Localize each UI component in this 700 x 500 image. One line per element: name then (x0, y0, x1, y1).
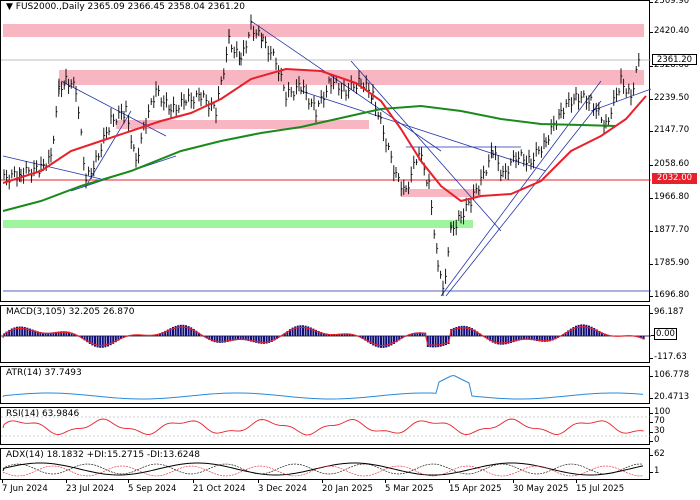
macd-zero-tick: 0.00 (651, 328, 677, 340)
price-tick: 2420.40 (649, 26, 690, 36)
price-tick: 1877.70 (649, 225, 690, 235)
minus-di-line (2, 465, 644, 477)
time-axis-label: 15 Jul 2025 (576, 480, 625, 494)
rsi-tick: 30 (650, 426, 665, 436)
rsi-line (2, 418, 644, 436)
level-price-tag: 2032.00 (652, 173, 697, 184)
adx-tick: 1 (649, 466, 660, 476)
plus-di-line (2, 463, 644, 475)
atr-panel[interactable]: ATR(14) 37.7493 (0, 366, 650, 404)
time-axis-label: 20 Jan 2025 (322, 480, 373, 494)
atr-scale: 106.778 20.4713 (649, 366, 700, 404)
chart-title-text: FUS2000.,Daily 2365.09 2366.45 2358.04 2… (15, 2, 245, 12)
macd-panel[interactable]: MACD(3,105) 32.205 26.870 (0, 305, 651, 363)
rsi-tick: 100 (649, 407, 671, 417)
time-axis-label: 5 Sep 2024 (128, 480, 177, 494)
macd-tick: 96.187 (650, 307, 684, 317)
price-tick: 2328.60 (649, 60, 689, 70)
price-tick: 1696.80 (649, 290, 690, 300)
adx-scale: 62 1 (649, 448, 700, 480)
price-chart-canvas (1, 14, 651, 297)
trend-line (300, 90, 547, 172)
collapse-arrow-icon[interactable]: ▼ (6, 2, 13, 12)
time-axis-label: 7 Jun 2024 (2, 480, 48, 494)
time-axis-label: 30 May 2025 (513, 480, 569, 494)
trend-line (2, 155, 102, 180)
chart-title: ▼ FUS2000.,Daily 2365.09 2366.45 2358.04… (6, 2, 245, 12)
price-tick: 2509.90 (649, 0, 689, 6)
macd-scale: 96.187 0.00 -117.63 (650, 305, 700, 363)
trend-line (350, 60, 502, 232)
macd-label: MACD(3,105) 32.205 26.870 (6, 307, 135, 317)
price-tick: 1785.90 (649, 258, 690, 268)
trend-line (60, 80, 167, 137)
price-tick: 1966.80 (649, 192, 690, 202)
macd-tick: -117.63 (650, 352, 687, 362)
atr-tick: 106.778 (649, 370, 690, 380)
trend-line (440, 80, 602, 297)
trend-line (445, 100, 602, 297)
price-tick: 2058.60 (649, 159, 690, 169)
time-axis-label: 5 Mar 2025 (385, 480, 434, 494)
adx-tick: 62 (650, 449, 665, 459)
time-axis-label: 23 Jul 2024 (66, 480, 115, 494)
macd-signal-line (2, 326, 644, 347)
macd-canvas (1, 324, 651, 348)
time-axis-label: 21 Oct 2024 (193, 480, 246, 494)
atr-canvas (2, 374, 644, 400)
rsi-label: RSI(14) 63.9846 (6, 409, 80, 419)
trend-line (590, 88, 651, 112)
trend-line (250, 20, 442, 152)
adx-label: ADX(14) 18.1832 +DI:15.2715 -DI:13.6248 (6, 450, 200, 460)
support-zone (3, 220, 473, 228)
rsi-tick: 0 (649, 435, 660, 445)
adx-canvas (2, 462, 644, 477)
price-tick: 2147.70 (649, 125, 690, 135)
rsi-scale: 100 70 30 0 (649, 407, 700, 445)
support-zone (116, 120, 369, 129)
support-zone (401, 189, 481, 197)
atr-line (2, 374, 644, 400)
time-axis-label: 3 Dec 2024 (258, 480, 307, 494)
slow-moving-average (2, 104, 617, 212)
price-scale: 2509.90 2420.40 2328.60 2239.50 2147.70 2058.… (649, 0, 700, 302)
price-chart-panel[interactable]: ▼ FUS2000.,Daily 2365.09 2366.45 2358.04… (0, 0, 651, 302)
rsi-panel[interactable]: RSI(14) 63.9846 (0, 407, 651, 445)
resistance-zone (3, 24, 644, 37)
time-axis-label: 15 Apr 2025 (449, 480, 502, 494)
rsi-tick: 70 (650, 416, 665, 426)
adx-panel[interactable]: ADX(14) 18.1832 +DI:15.2715 -DI:13.6248 (0, 448, 650, 480)
fast-moving-average (2, 67, 647, 203)
atr-label: ATR(14) 37.7493 (6, 368, 82, 378)
price-tick: 2239.50 (649, 93, 690, 103)
time-axis: 7 Jun 2024 23 Jul 2024 5 Sep 2024 21 Oct 20… (0, 480, 650, 500)
atr-tick: 20.4713 (649, 392, 690, 402)
adx-line (2, 462, 644, 476)
current-price-tag: 2361.20 (652, 54, 697, 65)
rsi-canvas (1, 416, 651, 437)
